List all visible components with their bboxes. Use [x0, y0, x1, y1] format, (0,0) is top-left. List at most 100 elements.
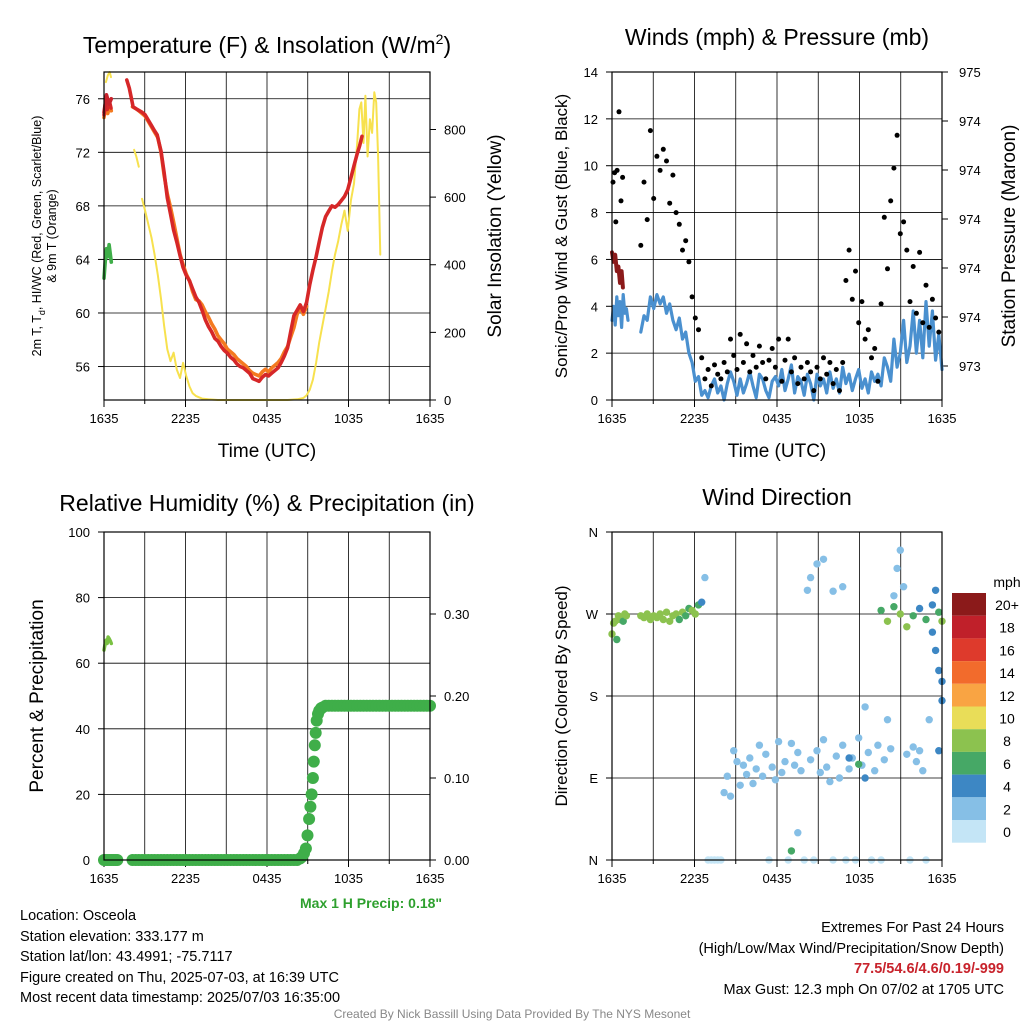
- direction-point: [899, 583, 908, 591]
- legend-swatch: [952, 661, 986, 684]
- y2-tick-label: 973: [959, 359, 981, 374]
- y-axis-label: Direction (Colored By Speed): [552, 585, 571, 806]
- precip-point: [306, 772, 319, 784]
- direction-point: [839, 741, 847, 749]
- legend-label: 2: [1003, 801, 1011, 817]
- direction-point: [912, 757, 921, 766]
- y2-axis-label: Station Pressure (Maroon): [999, 125, 1020, 348]
- y-tick-label: 64: [76, 252, 90, 267]
- gust-point: [808, 369, 814, 375]
- gust-point: [721, 360, 727, 365]
- gust-point: [750, 353, 756, 358]
- gust-point: [692, 315, 698, 321]
- gust-point: [785, 336, 791, 342]
- x-tick-label: 1035: [334, 871, 363, 886]
- gust-point: [933, 315, 939, 321]
- gust-point: [897, 231, 903, 237]
- direction-point: [845, 765, 853, 773]
- direction-point: [845, 754, 853, 762]
- direction-point: [890, 592, 898, 600]
- y2-tick-label: 0.10: [444, 771, 469, 786]
- direction-point: [794, 748, 802, 757]
- x-tick-label: 2235: [171, 411, 200, 426]
- direction-point: [666, 617, 674, 625]
- y2-axis-label: Solar Insolation (Yellow): [485, 134, 506, 337]
- rh-series-line: [102, 635, 114, 652]
- gust-point: [907, 299, 913, 305]
- gust-point: [740, 360, 746, 365]
- precip-point: [303, 813, 316, 825]
- direction-point: [701, 573, 709, 582]
- direction-point: [774, 737, 783, 746]
- direction-point: [720, 788, 728, 797]
- precip-point: [304, 800, 317, 813]
- gust-point: [881, 214, 887, 220]
- gust-point: [869, 355, 874, 361]
- direction-point: [861, 703, 869, 711]
- y-tick-label: 68: [76, 199, 90, 214]
- direction-point: [877, 606, 885, 615]
- gust-point: [827, 360, 833, 365]
- y2-tick-label: 974: [959, 114, 981, 129]
- location-line: Location: Osceola: [20, 908, 137, 924]
- x-tick-label: 1635: [90, 411, 119, 426]
- legend-label: 8: [1003, 733, 1011, 749]
- gust-point: [833, 367, 839, 372]
- legend-swatch: [952, 729, 986, 752]
- x-tick-label: 1035: [334, 411, 363, 426]
- gust-point: [614, 167, 620, 173]
- gust-point: [683, 238, 689, 244]
- gust-point: [657, 167, 663, 173]
- x-tick-label: 1635: [928, 871, 957, 886]
- direction-point: [861, 774, 869, 782]
- x-tick-label: 1635: [598, 411, 627, 426]
- solar-series-line: [133, 148, 140, 168]
- precip-point: [305, 788, 318, 801]
- direction-point: [883, 716, 892, 724]
- station-info: Location: Osceola Station elevation: 333…: [20, 906, 340, 1009]
- y2-tick-label: 974: [959, 163, 981, 178]
- plot-frame: [611, 71, 943, 401]
- gust-point: [843, 278, 849, 283]
- gust-point: [856, 320, 862, 326]
- y-tick-label: 72: [76, 145, 90, 160]
- extremes-values: 77.5/54.6/4.6/0.19/-999: [854, 961, 1004, 977]
- gust-point: [644, 217, 650, 223]
- direction-point: [726, 792, 735, 800]
- direction-point: [787, 847, 796, 855]
- legend-swatch: [952, 797, 986, 820]
- gust-point: [747, 369, 753, 375]
- gust-point: [756, 343, 762, 349]
- direction-point: [935, 608, 943, 616]
- gust-point: [913, 310, 919, 316]
- wind-series-line: [639, 293, 944, 402]
- y-tick-label: 6: [591, 252, 598, 267]
- gust-point: [654, 153, 660, 159]
- direction-point: [855, 734, 863, 742]
- direction-point: [864, 748, 872, 757]
- y-axis-label: Sonic/Prop Wind & Gust (Blue, Black): [552, 94, 571, 378]
- gust-point: [664, 158, 669, 164]
- direction-point: [746, 754, 754, 762]
- x-tick-label: 1035: [845, 411, 874, 426]
- direction-point: [826, 777, 834, 786]
- y2-tick-label: 600: [444, 190, 466, 205]
- gust-point: [696, 327, 701, 333]
- gust-point: [936, 329, 942, 335]
- direction-point: [903, 750, 911, 758]
- gust-point: [676, 221, 682, 227]
- direction-point: [819, 555, 828, 563]
- direction-point: [925, 716, 933, 724]
- max-gust-line: Max Gust: 12.3 mph On 07/02 at 1705 UTC: [723, 981, 1004, 998]
- dewpoint-series-line: [102, 242, 114, 280]
- legend-title: mph: [993, 574, 1020, 590]
- y-tick-label: 0: [591, 393, 598, 408]
- gust-point: [670, 172, 676, 178]
- extremes-subtitle: (High/Low/Max Wind/Precipitation/Snow De…: [698, 940, 1004, 957]
- direction-point: [662, 608, 671, 616]
- y-tick-label: 2: [591, 346, 598, 361]
- y-tick-label: S: [589, 689, 598, 704]
- y-tick-label: W: [586, 607, 599, 622]
- direction-point: [781, 757, 789, 766]
